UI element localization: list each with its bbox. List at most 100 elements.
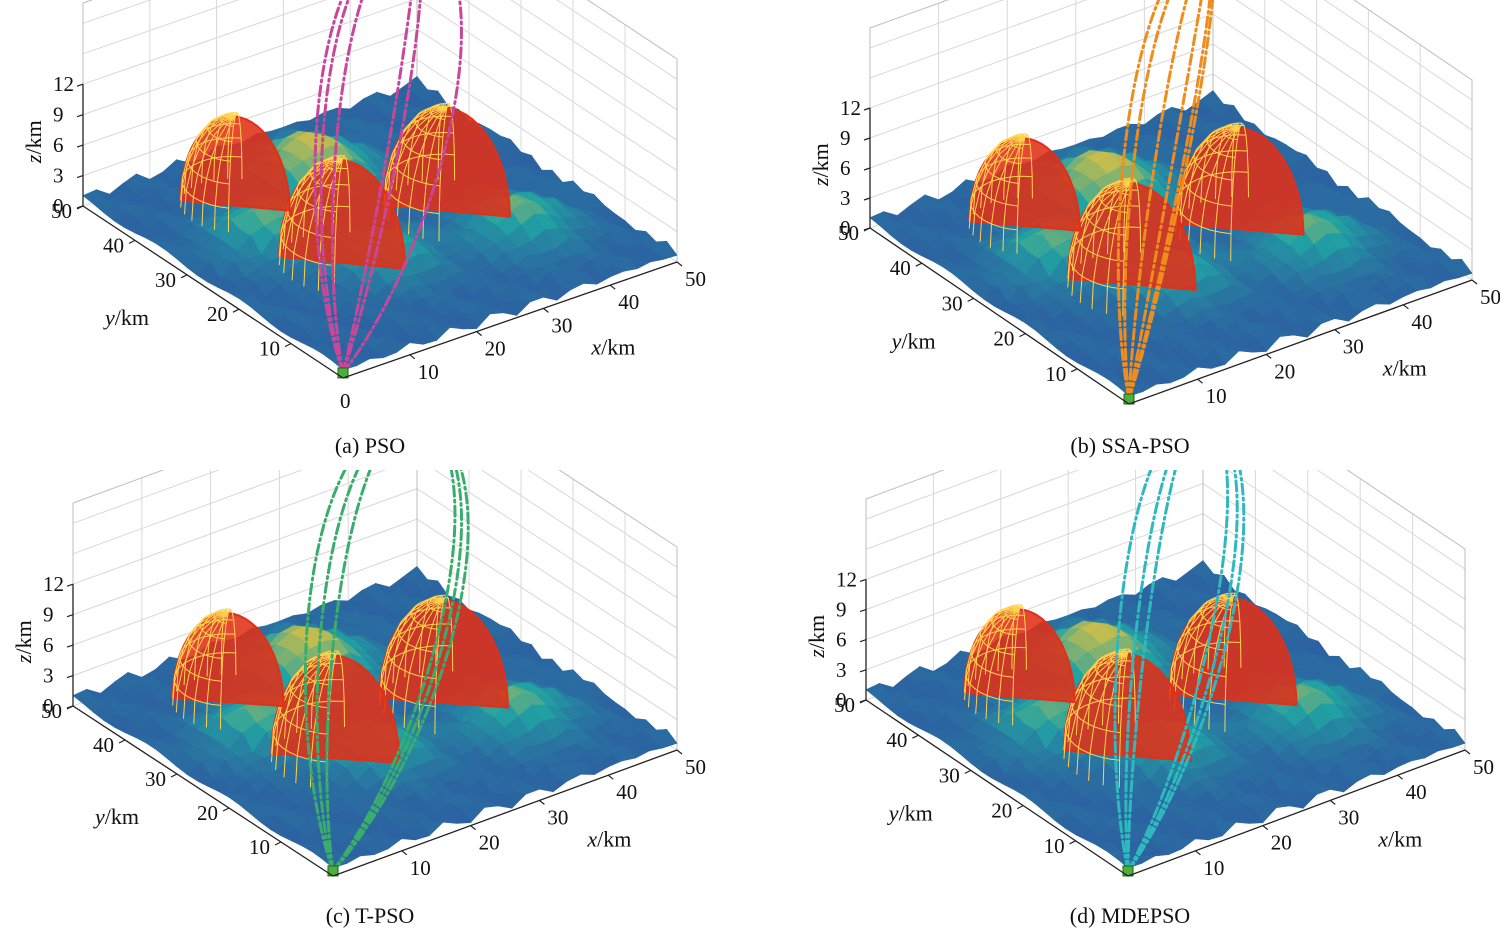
obstacle-mesh-line: [1024, 133, 1033, 199]
z-tick-label: 3: [53, 164, 64, 188]
x-tick-mark: [1197, 378, 1203, 384]
z-tick-mark: [66, 674, 74, 679]
y-tick-mark: [1070, 368, 1078, 373]
flight-path: [1126, 470, 1230, 873]
obstacle-mesh-line: [1102, 653, 1128, 786]
obstacle-mesh-line: [270, 655, 336, 763]
chart-panel-mdepso: 10 20 30 40 50 10 20 30 40 50 0 3 6 9 12 x/km y/km z/km (…: [760, 470, 1500, 935]
x-tick-label: 50: [1480, 285, 1500, 309]
y-axis-label: y/km: [93, 804, 139, 829]
y-tick-mark: [912, 734, 919, 739]
z-tick-mark: [76, 205, 84, 209]
obstacle-mesh-line: [963, 608, 1020, 693]
obstacle-mesh-line: [1106, 182, 1133, 314]
grid-line: [82, 0, 678, 80]
x-tick-label: 30: [551, 313, 572, 337]
z-axis-label: z/km: [808, 143, 833, 187]
flight-path: [1126, 470, 1246, 873]
obstacle-dome: [968, 133, 1082, 254]
y-tick-label: 30: [942, 291, 963, 315]
z-tick-label: 6: [43, 633, 54, 657]
x-axis-label-unit: /km: [1388, 826, 1422, 851]
y-tick-mark: [915, 262, 923, 267]
axis-walls: [82, 0, 678, 263]
x-tick-mark: [676, 261, 683, 267]
obstacle-mesh-line: [967, 608, 1020, 708]
z-tick-mark: [863, 227, 871, 231]
obstacle-dome: [171, 608, 285, 730]
obstacle-mesh-line: [979, 137, 1025, 243]
z-tick-label: 0: [836, 688, 847, 712]
obstacle-mesh-line: [1179, 127, 1240, 241]
obstacle-mesh-line: [213, 112, 236, 181]
flight-path: [303, 470, 347, 873]
y-tick-label: 40: [886, 728, 907, 752]
obstacle-mesh-line: [419, 595, 445, 674]
x-tick-mark: [607, 774, 614, 780]
flight-path: [331, 470, 463, 873]
z-axis-label-unit: /km: [804, 615, 829, 649]
obstacle-mesh-line: [1016, 138, 1026, 254]
y-axis-line: [865, 699, 1129, 877]
x-axis-label-var: x: [586, 826, 597, 851]
grid-line: [865, 470, 1466, 600]
x-axis-label-var: x: [590, 334, 601, 359]
obstacle-mesh-line: [1187, 127, 1240, 248]
x-axis-label: x/km: [1382, 356, 1427, 381]
obstacle-mesh-line: [180, 116, 236, 208]
x-tick-mark: [1265, 353, 1272, 359]
obstacle-mesh-line: [291, 159, 343, 281]
obstacle-mesh-line: [172, 612, 229, 699]
obstacle-mesh-line: [437, 102, 448, 180]
obstacle-dome: [382, 102, 511, 242]
obstacle-mesh-line: [968, 137, 1025, 229]
x-tick-label: 30: [547, 805, 568, 829]
x-axis-label: x/km: [586, 826, 631, 851]
z-axis-label: z/km: [11, 620, 36, 664]
y-tick-mark: [274, 841, 282, 846]
obstacle-mesh-line: [341, 154, 351, 233]
flight-path: [341, 0, 463, 375]
z-axis-label-unit: /km: [21, 120, 46, 154]
y-tick-mark: [118, 739, 126, 744]
obstacle-mesh-line: [317, 159, 343, 291]
y-tick-mark: [128, 239, 136, 244]
flight-path: [1126, 470, 1177, 873]
obstacle-mesh-line: [1067, 182, 1132, 288]
z-tick-mark: [76, 114, 84, 118]
obstacle-mesh-line: [191, 116, 236, 221]
x-tick-label: 20: [1271, 831, 1292, 855]
obstacle-mesh-line: [278, 159, 343, 257]
z-tick-label: 3: [836, 658, 847, 682]
flight-path: [325, 470, 372, 873]
obstacle-mesh-line: [333, 160, 343, 294]
x-tick-label: 40: [616, 780, 637, 804]
obstacle-mesh-line: [278, 159, 343, 266]
y-tick-mark: [180, 274, 188, 279]
obstacle-mesh-line: [403, 599, 445, 728]
obstacle-mesh-line: [418, 599, 445, 732]
chart-caption: (c) T-PSO: [325, 903, 415, 928]
terrain-cell: [1116, 851, 1143, 869]
z-tick-mark: [76, 144, 84, 148]
x-tick-label: 10: [1203, 856, 1224, 880]
obstacle-mesh-line: [989, 137, 1026, 248]
y-tick-label: 50: [834, 693, 855, 717]
obstacle-mesh-line: [408, 107, 448, 235]
y-axis-label: y/km: [887, 800, 933, 825]
x-tick-mark: [476, 331, 482, 337]
y-tick-mark: [222, 807, 230, 812]
obstacle-dome: [179, 111, 291, 233]
x-tick-mark: [470, 825, 476, 831]
obstacle-mesh-line: [434, 599, 445, 735]
y-axis-label-unit: /km: [901, 328, 935, 353]
x-tick-label: 40: [618, 290, 639, 314]
y-axis-label: y/km: [890, 328, 936, 353]
obstacle-mesh-line: [1017, 133, 1026, 199]
z-tick-mark: [76, 174, 84, 179]
obstacle-mesh-line: [422, 107, 448, 239]
x-tick-mark: [676, 749, 683, 755]
